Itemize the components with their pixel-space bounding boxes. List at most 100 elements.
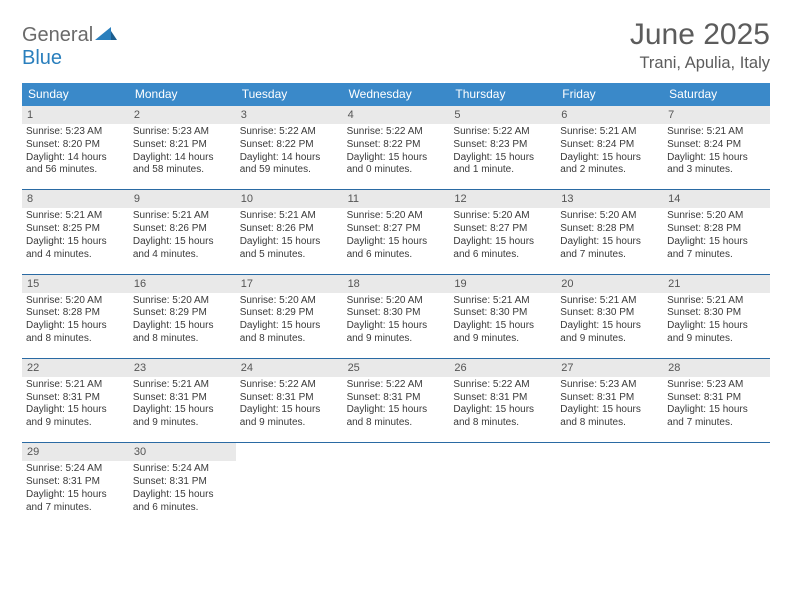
day-cell: 8Sunrise: 5:21 AMSunset: 8:25 PMDaylight… <box>22 190 129 263</box>
day-number: 28 <box>663 359 770 377</box>
sunset-text: Sunset: 8:24 PM <box>667 139 766 152</box>
day-body: Sunrise: 5:22 AMSunset: 8:22 PMDaylight:… <box>343 124 450 179</box>
day-cell: 3Sunrise: 5:22 AMSunset: 8:22 PMDaylight… <box>236 106 343 179</box>
sunrise-text: Sunrise: 5:21 AM <box>667 295 766 308</box>
day-body: Sunrise: 5:21 AMSunset: 8:26 PMDaylight:… <box>236 208 343 263</box>
sunset-text: Sunset: 8:28 PM <box>667 223 766 236</box>
daylight-text: Daylight: 15 hours <box>347 404 446 417</box>
day-cell: 1Sunrise: 5:23 AMSunset: 8:20 PMDaylight… <box>22 106 129 179</box>
day-cell: 4Sunrise: 5:22 AMSunset: 8:22 PMDaylight… <box>343 106 450 179</box>
daylight-text: Daylight: 15 hours <box>667 404 766 417</box>
sunrise-text: Sunrise: 5:21 AM <box>453 295 552 308</box>
day-number: 18 <box>343 275 450 293</box>
daylight-text: and 6 minutes. <box>453 249 552 262</box>
day-cell <box>236 443 343 516</box>
sunset-text: Sunset: 8:31 PM <box>26 392 125 405</box>
sunrise-text: Sunrise: 5:22 AM <box>453 379 552 392</box>
day-cell: 25Sunrise: 5:22 AMSunset: 8:31 PMDayligh… <box>343 359 450 432</box>
daylight-text: Daylight: 15 hours <box>26 489 125 502</box>
daylight-text: and 9 minutes. <box>667 333 766 346</box>
day-number: 8 <box>22 190 129 208</box>
day-body: Sunrise: 5:24 AMSunset: 8:31 PMDaylight:… <box>129 461 236 516</box>
day-cell <box>449 443 556 516</box>
week-row: 8Sunrise: 5:21 AMSunset: 8:25 PMDaylight… <box>22 189 770 263</box>
day-number: 3 <box>236 106 343 124</box>
day-number: 24 <box>236 359 343 377</box>
sunset-text: Sunset: 8:31 PM <box>133 392 232 405</box>
day-number: 10 <box>236 190 343 208</box>
daylight-text: Daylight: 15 hours <box>26 404 125 417</box>
day-number: 1 <box>22 106 129 124</box>
daylight-text: and 8 minutes. <box>560 417 659 430</box>
week-row: 1Sunrise: 5:23 AMSunset: 8:20 PMDaylight… <box>22 106 770 179</box>
daylight-text: Daylight: 15 hours <box>453 404 552 417</box>
sunrise-text: Sunrise: 5:20 AM <box>667 210 766 223</box>
day-body: Sunrise: 5:23 AMSunset: 8:31 PMDaylight:… <box>663 377 770 432</box>
sunset-text: Sunset: 8:26 PM <box>240 223 339 236</box>
location: Trani, Apulia, Italy <box>630 54 770 73</box>
sunset-text: Sunset: 8:31 PM <box>240 392 339 405</box>
sunrise-text: Sunrise: 5:21 AM <box>560 126 659 139</box>
sunset-text: Sunset: 8:27 PM <box>453 223 552 236</box>
day-number: 4 <box>343 106 450 124</box>
week-row: 22Sunrise: 5:21 AMSunset: 8:31 PMDayligh… <box>22 358 770 432</box>
day-number: 30 <box>129 443 236 461</box>
daylight-text: and 2 minutes. <box>560 164 659 177</box>
day-body: Sunrise: 5:20 AMSunset: 8:27 PMDaylight:… <box>343 208 450 263</box>
dow-tue: Tuesday <box>236 83 343 106</box>
daylight-text: and 3 minutes. <box>667 164 766 177</box>
day-number: 5 <box>449 106 556 124</box>
page: General Blue June 2025 Trani, Apulia, It… <box>0 0 792 534</box>
day-body: Sunrise: 5:20 AMSunset: 8:28 PMDaylight:… <box>663 208 770 263</box>
day-body: Sunrise: 5:22 AMSunset: 8:31 PMDaylight:… <box>449 377 556 432</box>
sunrise-text: Sunrise: 5:24 AM <box>133 463 232 476</box>
sunset-text: Sunset: 8:28 PM <box>26 307 125 320</box>
sunrise-text: Sunrise: 5:23 AM <box>667 379 766 392</box>
sunset-text: Sunset: 8:30 PM <box>453 307 552 320</box>
day-cell: 2Sunrise: 5:23 AMSunset: 8:21 PMDaylight… <box>129 106 236 179</box>
sunrise-text: Sunrise: 5:22 AM <box>240 126 339 139</box>
day-cell: 21Sunrise: 5:21 AMSunset: 8:30 PMDayligh… <box>663 275 770 348</box>
daylight-text: and 9 minutes. <box>133 417 232 430</box>
daylight-text: and 59 minutes. <box>240 164 339 177</box>
sunrise-text: Sunrise: 5:21 AM <box>560 295 659 308</box>
logo-text-general: General <box>22 24 93 46</box>
sunset-text: Sunset: 8:31 PM <box>347 392 446 405</box>
day-cell: 9Sunrise: 5:21 AMSunset: 8:26 PMDaylight… <box>129 190 236 263</box>
daylight-text: and 7 minutes. <box>667 249 766 262</box>
day-body: Sunrise: 5:21 AMSunset: 8:30 PMDaylight:… <box>449 293 556 348</box>
daylight-text: Daylight: 15 hours <box>453 320 552 333</box>
sunrise-text: Sunrise: 5:20 AM <box>453 210 552 223</box>
sunset-text: Sunset: 8:31 PM <box>453 392 552 405</box>
day-number: 17 <box>236 275 343 293</box>
day-body: Sunrise: 5:20 AMSunset: 8:29 PMDaylight:… <box>236 293 343 348</box>
day-body: Sunrise: 5:20 AMSunset: 8:27 PMDaylight:… <box>449 208 556 263</box>
header: General Blue June 2025 Trani, Apulia, It… <box>22 18 770 73</box>
daylight-text: and 6 minutes. <box>133 502 232 515</box>
daylight-text: Daylight: 15 hours <box>133 489 232 502</box>
sunrise-text: Sunrise: 5:23 AM <box>26 126 125 139</box>
daylight-text: and 8 minutes. <box>133 333 232 346</box>
day-cell: 5Sunrise: 5:22 AMSunset: 8:23 PMDaylight… <box>449 106 556 179</box>
sunrise-text: Sunrise: 5:21 AM <box>667 126 766 139</box>
day-number: 21 <box>663 275 770 293</box>
daylight-text: and 8 minutes. <box>240 333 339 346</box>
daylight-text: and 8 minutes. <box>26 333 125 346</box>
sunset-text: Sunset: 8:28 PM <box>560 223 659 236</box>
day-cell: 26Sunrise: 5:22 AMSunset: 8:31 PMDayligh… <box>449 359 556 432</box>
day-number: 29 <box>22 443 129 461</box>
day-cell <box>663 443 770 516</box>
month-title: June 2025 <box>630 18 770 52</box>
daylight-text: Daylight: 15 hours <box>26 320 125 333</box>
sunset-text: Sunset: 8:23 PM <box>453 139 552 152</box>
day-body: Sunrise: 5:20 AMSunset: 8:29 PMDaylight:… <box>129 293 236 348</box>
sunset-text: Sunset: 8:20 PM <box>26 139 125 152</box>
day-body: Sunrise: 5:23 AMSunset: 8:21 PMDaylight:… <box>129 124 236 179</box>
day-cell <box>343 443 450 516</box>
daylight-text: Daylight: 15 hours <box>667 236 766 249</box>
sunset-text: Sunset: 8:27 PM <box>347 223 446 236</box>
logo-text-blue: Blue <box>22 47 62 69</box>
day-number: 2 <box>129 106 236 124</box>
day-body: Sunrise: 5:21 AMSunset: 8:24 PMDaylight:… <box>663 124 770 179</box>
day-number: 12 <box>449 190 556 208</box>
